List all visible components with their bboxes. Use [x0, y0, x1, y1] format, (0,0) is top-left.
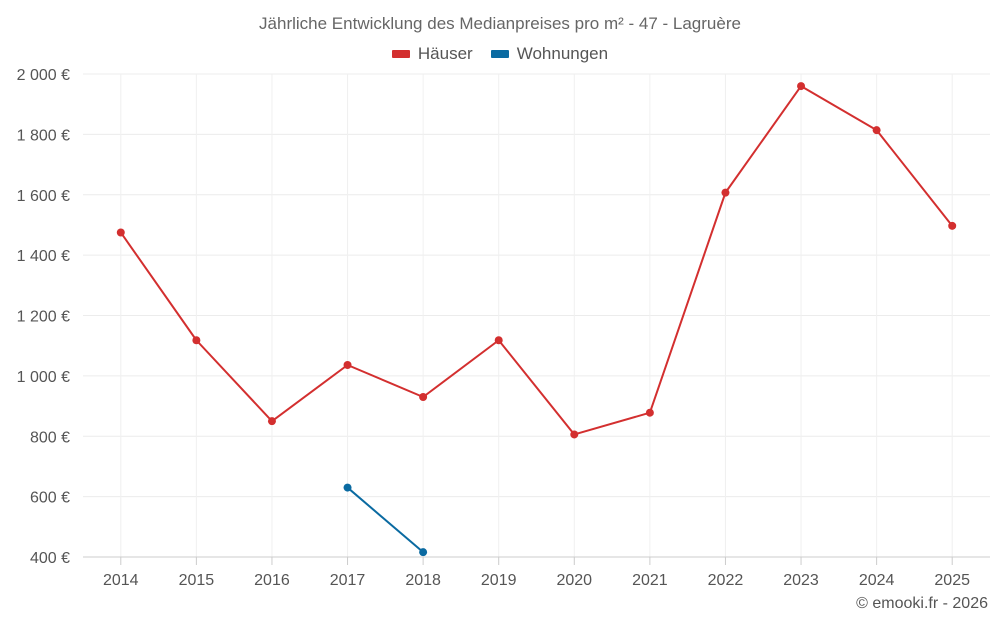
- x-tick-label: 2016: [254, 572, 290, 589]
- x-tick-label: 2023: [783, 572, 819, 589]
- data-point-haeuser[interactable]: [419, 393, 428, 402]
- legend-label-wohnungen: Wohnungen: [516, 44, 609, 63]
- data-point-haeuser[interactable]: [192, 336, 201, 345]
- legend-swatch-haeuser: [391, 50, 410, 58]
- x-tick-label: 2022: [708, 572, 744, 589]
- data-point-haeuser[interactable]: [116, 228, 125, 237]
- x-tick-label: 2025: [934, 572, 970, 589]
- legend-swatch-wohnungen: [490, 50, 509, 58]
- data-point-haeuser[interactable]: [645, 408, 654, 417]
- data-point-haeuser[interactable]: [872, 126, 881, 135]
- chart-legend: Häuser Wohnungen: [0, 44, 1000, 64]
- y-tick-label: 800 €: [30, 429, 70, 446]
- legend-item-wohnungen[interactable]: Wohnungen: [490, 44, 609, 64]
- data-point-haeuser[interactable]: [343, 361, 352, 370]
- data-point-haeuser[interactable]: [797, 82, 806, 91]
- x-tick-label: 2018: [405, 572, 441, 589]
- data-point-wohnungen[interactable]: [343, 483, 352, 492]
- y-tick-label: 2 000 €: [17, 67, 70, 84]
- x-tick-label: 2024: [859, 572, 895, 589]
- legend-label-haeuser: Häuser: [417, 44, 473, 63]
- series-line-haeuser: [119, 85, 953, 436]
- data-point-wohnungen[interactable]: [419, 548, 428, 557]
- x-tick-label: 2017: [330, 572, 366, 589]
- series-line-wohnungen: [346, 486, 424, 553]
- data-point-haeuser[interactable]: [267, 417, 276, 426]
- data-point-haeuser[interactable]: [570, 430, 579, 439]
- legend-item-haeuser[interactable]: Häuser: [391, 44, 473, 64]
- y-tick-label: 1 200 €: [17, 309, 70, 326]
- copyright-credit: © emooki.fr - 2026: [856, 595, 988, 612]
- data-point-haeuser[interactable]: [721, 188, 730, 197]
- y-tick-label: 1 000 €: [17, 369, 70, 386]
- chart-title: Jährliche Entwicklung des Medianpreises …: [259, 14, 741, 33]
- y-tick-label: 600 €: [30, 490, 70, 507]
- x-tick-label: 2021: [632, 572, 668, 589]
- x-tick-label: 2015: [179, 572, 215, 589]
- x-tick-label: 2019: [481, 572, 517, 589]
- y-tick-label: 400 €: [30, 550, 70, 567]
- data-point-haeuser[interactable]: [948, 221, 957, 230]
- x-tick-label: 2020: [556, 572, 592, 589]
- y-tick-label: 1 800 €: [17, 127, 70, 144]
- y-tick-label: 1 600 €: [17, 188, 70, 205]
- y-tick-label: 1 400 €: [17, 248, 70, 265]
- data-point-haeuser[interactable]: [494, 336, 503, 345]
- x-tick-label: 2014: [103, 572, 139, 589]
